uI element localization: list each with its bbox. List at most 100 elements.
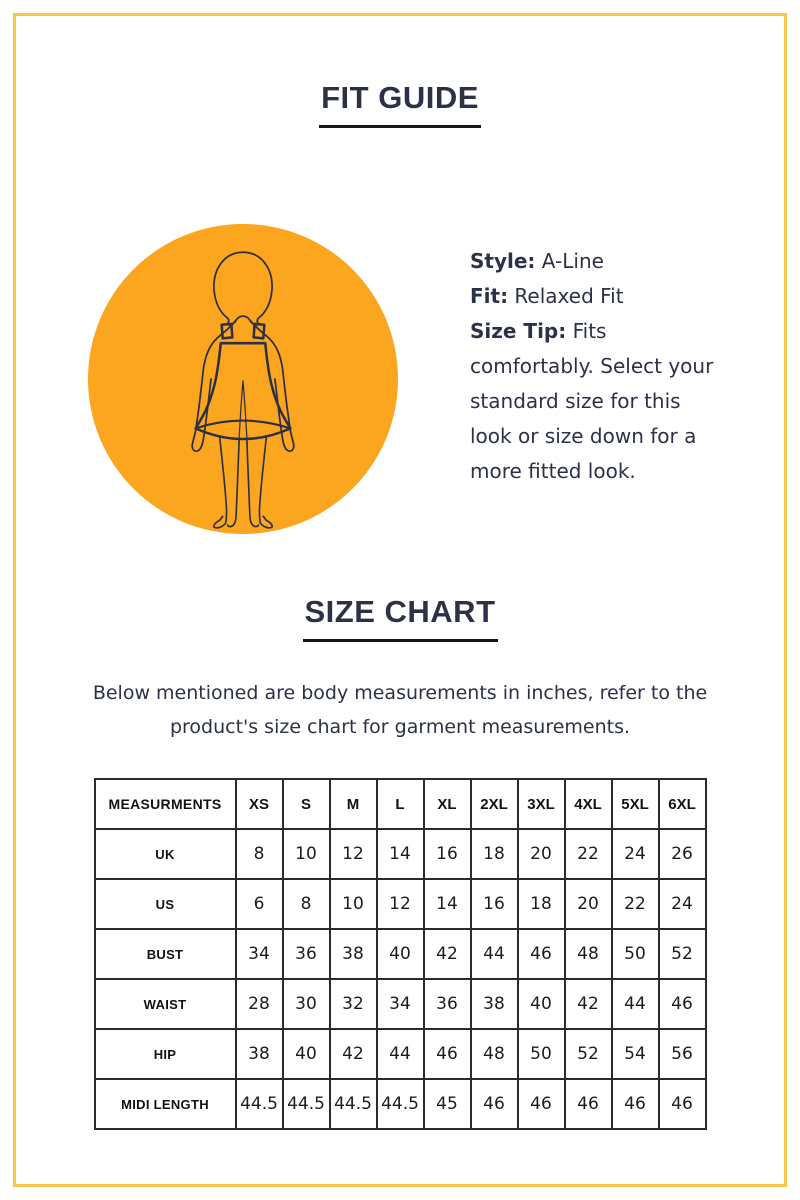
- style-value: A-Line: [535, 249, 604, 273]
- size-value-cell: 50: [516, 1028, 566, 1080]
- size-table-row: BUST 34 36 38 40 42 44 46 48 50 52: [93, 928, 707, 980]
- size-value-cell: 12: [375, 878, 425, 930]
- fit-guide-content: Style: A-Line Fit: Relaxed Fit Size Tip:…: [16, 224, 784, 534]
- size-value-cell: 52: [657, 928, 707, 980]
- size-tip-label: Size Tip:: [470, 319, 567, 343]
- size-value-cell: 54: [610, 1028, 660, 1080]
- size-value-cell: 46: [516, 928, 566, 980]
- size-value-cell: 20: [563, 878, 613, 930]
- fit-guide-section: FIT GUIDE: [16, 16, 784, 534]
- size-chart-section: SIZE CHART Below mentioned are body meas…: [16, 594, 784, 1130]
- fit-guide-title: FIT GUIDE: [319, 80, 481, 128]
- style-label: Style:: [470, 249, 536, 273]
- size-value-cell: 20: [516, 828, 566, 880]
- size-value-cell: 44.5: [281, 1078, 331, 1130]
- size-value-cell: 40: [281, 1028, 331, 1080]
- size-table-row: UK 8 10 12 14 16 18 20 22 24 26: [93, 828, 707, 880]
- size-column-header: L: [375, 778, 425, 830]
- size-value-cell: 44.5: [234, 1078, 284, 1130]
- page-frame: FIT GUIDE: [13, 13, 787, 1187]
- size-table-row: MIDI LENGTH 44.5 44.5 44.5 44.5 45 46 46 46 46 46: [93, 1078, 707, 1130]
- size-column-header: 5XL: [610, 778, 660, 830]
- size-value-cell: 40: [516, 978, 566, 1030]
- size-value-cell: 6: [234, 878, 284, 930]
- measurements-column-header: MEASURMENTS: [93, 778, 237, 830]
- size-value-cell: 12: [328, 828, 378, 880]
- size-column-header: 3XL: [516, 778, 566, 830]
- size-value-cell: 48: [469, 1028, 519, 1080]
- size-value-cell: 32: [328, 978, 378, 1030]
- size-value-cell: 46: [516, 1078, 566, 1130]
- size-table-row: HIP 38 40 42 44 46 48 50 52 54 56: [93, 1028, 707, 1080]
- size-value-cell: 48: [563, 928, 613, 980]
- fit-line: Fit: Relaxed Fit: [470, 279, 728, 314]
- size-value-cell: 46: [657, 978, 707, 1030]
- size-column-header: XS: [234, 778, 284, 830]
- row-label-cell: WAIST: [93, 978, 237, 1030]
- size-chart-description: Below mentioned are body measurements in…: [50, 676, 750, 744]
- a-line-dress-figure-icon: [191, 251, 295, 529]
- size-value-cell: 28: [234, 978, 284, 1030]
- row-label-cell: BUST: [93, 928, 237, 980]
- size-value-cell: 24: [657, 878, 707, 930]
- size-value-cell: 52: [563, 1028, 613, 1080]
- size-value-cell: 36: [422, 978, 472, 1030]
- size-chart-title: SIZE CHART: [302, 594, 498, 642]
- size-value-cell: 34: [234, 928, 284, 980]
- size-value-cell: 44.5: [375, 1078, 425, 1130]
- size-tip-value: Fits comfortably. Select your standard s…: [470, 319, 714, 483]
- size-value-cell: 40: [375, 928, 425, 980]
- size-table-row: WAIST 28 30 32 34 36 38 40 42 44 46: [93, 978, 707, 1030]
- size-value-cell: 30: [281, 978, 331, 1030]
- size-value-cell: 16: [422, 828, 472, 880]
- size-value-cell: 38: [469, 978, 519, 1030]
- size-value-cell: 42: [422, 928, 472, 980]
- size-column-header: 4XL: [563, 778, 613, 830]
- row-label-cell: HIP: [93, 1028, 237, 1080]
- size-value-cell: 22: [610, 878, 660, 930]
- size-value-cell: 26: [657, 828, 707, 880]
- size-tip-line: Size Tip: Fits comfortably. Select your …: [470, 314, 728, 489]
- size-value-cell: 18: [469, 828, 519, 880]
- size-value-cell: 8: [281, 878, 331, 930]
- size-value-cell: 44: [375, 1028, 425, 1080]
- size-value-cell: 36: [281, 928, 331, 980]
- size-value-cell: 46: [563, 1078, 613, 1130]
- size-column-header: S: [281, 778, 331, 830]
- fit-value: Relaxed Fit: [508, 284, 624, 308]
- size-value-cell: 42: [563, 978, 613, 1030]
- size-value-cell: 38: [234, 1028, 284, 1080]
- size-value-cell: 46: [469, 1078, 519, 1130]
- size-column-header: XL: [422, 778, 472, 830]
- size-value-cell: 45: [422, 1078, 472, 1130]
- size-value-cell: 46: [657, 1078, 707, 1130]
- size-value-cell: 16: [469, 878, 519, 930]
- style-line: Style: A-Line: [470, 244, 728, 279]
- size-value-cell: 38: [328, 928, 378, 980]
- size-table-header-row: MEASURMENTS XS S M L XL 2XL 3XL 4XL 5XL 6XL: [93, 778, 707, 830]
- row-label-cell: UK: [93, 828, 237, 880]
- size-value-cell: 14: [422, 878, 472, 930]
- row-label-cell: US: [93, 878, 237, 930]
- size-value-cell: 44.5: [328, 1078, 378, 1130]
- size-table-row: US 6 8 10 12 14 16 18 20 22 24: [93, 878, 707, 930]
- size-value-cell: 34: [375, 978, 425, 1030]
- size-value-cell: 44: [610, 978, 660, 1030]
- fit-details: Style: A-Line Fit: Relaxed Fit Size Tip:…: [470, 244, 728, 489]
- description-line-2: product's size chart for garment measure…: [169, 716, 631, 738]
- size-column-header: M: [328, 778, 378, 830]
- size-value-cell: 44: [469, 928, 519, 980]
- size-value-cell: 14: [375, 828, 425, 880]
- size-value-cell: 46: [610, 1078, 660, 1130]
- size-value-cell: 22: [563, 828, 613, 880]
- size-value-cell: 56: [657, 1028, 707, 1080]
- size-value-cell: 50: [610, 928, 660, 980]
- size-column-header: 2XL: [469, 778, 519, 830]
- size-value-cell: 42: [328, 1028, 378, 1080]
- row-label-cell: MIDI LENGTH: [93, 1078, 237, 1130]
- size-chart-table: MEASURMENTS XS S M L XL 2XL 3XL 4XL 5XL 6XL UK 8 10 12…: [93, 778, 707, 1130]
- size-column-header: 6XL: [657, 778, 707, 830]
- size-value-cell: 8: [234, 828, 284, 880]
- size-value-cell: 46: [422, 1028, 472, 1080]
- fit-label: Fit:: [470, 284, 509, 308]
